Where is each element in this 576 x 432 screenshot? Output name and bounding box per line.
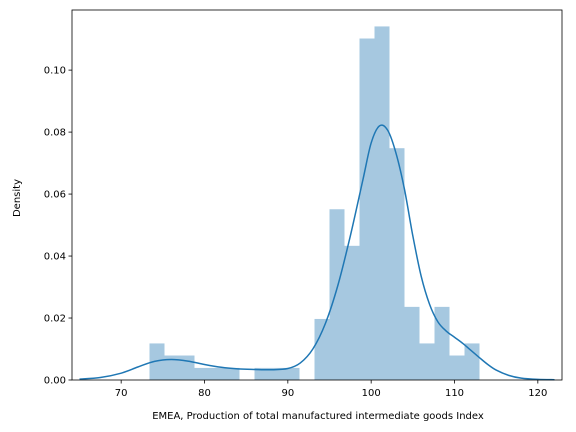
y-tick-label: 0.10 [44, 66, 66, 77]
y-tick-label: 0.06 [44, 190, 66, 201]
histogram-bar [194, 367, 210, 380]
x-tick-label: 80 [198, 388, 211, 399]
y-tick-label: 0.02 [44, 314, 66, 325]
histogram-bar [254, 367, 270, 380]
y-tick-label: 0.00 [44, 376, 66, 387]
histogram-bar [209, 367, 225, 380]
histogram-bar [269, 367, 285, 380]
histogram-bar [359, 38, 375, 380]
x-axis-label: EMEA, Production of total manufactured i… [152, 411, 484, 422]
histogram-bar [389, 148, 405, 380]
plot-area-frame [71, 9, 563, 381]
histogram-bar [314, 318, 330, 380]
histogram-bar [434, 306, 450, 380]
histogram-bar [404, 306, 420, 380]
histogram-bar [374, 26, 390, 380]
histogram-bar [284, 367, 300, 380]
y-tick-label: 0.08 [44, 128, 66, 139]
histogram-bar [179, 355, 195, 380]
histogram-bar [224, 367, 240, 380]
x-tick-label: 90 [281, 388, 294, 399]
x-tick-label: 70 [115, 388, 128, 399]
x-tick-label: 100 [362, 388, 381, 399]
histogram-bar [344, 245, 360, 380]
histogram-bars [149, 26, 480, 380]
histogram-bar [164, 355, 180, 380]
x-tick-label: 120 [528, 388, 547, 399]
histogram-bar [149, 343, 165, 380]
histogram-bar [329, 209, 345, 380]
y-axis-ticks: 0.00 0.02 0.04 0.06 0.08 0.10 [44, 66, 72, 387]
histogram-bar [449, 355, 465, 380]
x-axis-ticks: 70 80 90 100 110 120 [115, 380, 547, 399]
kde-curve [79, 124, 555, 381]
y-axis-label: Density [12, 179, 23, 217]
histogram-bar [419, 343, 435, 380]
y-tick-label: 0.04 [44, 252, 66, 263]
x-tick-label: 110 [445, 388, 464, 399]
histogram-bar [464, 343, 480, 380]
